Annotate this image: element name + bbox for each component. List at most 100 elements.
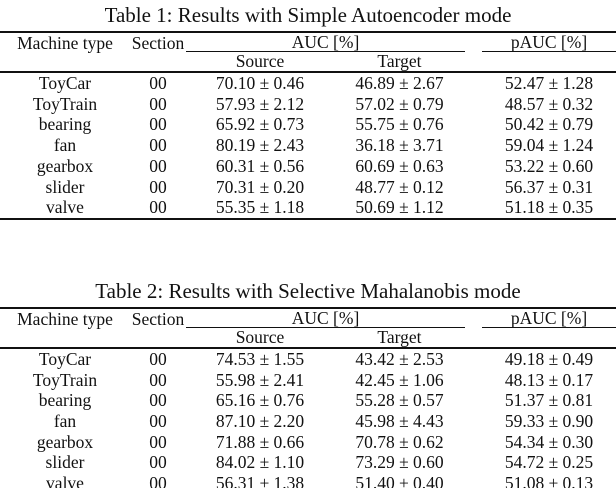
table-row: valve 00 55.35 ± 1.18 50.69 ± 1.12 51.18… xyxy=(0,197,616,219)
cell-auc-source: 71.88 ± 0.66 xyxy=(215,431,305,452)
table-row: ToyCar 00 70.10 ± 0.46 46.89 ± 2.67 52.4… xyxy=(0,72,616,94)
cell-auc-target: 57.02 ± 0.79 xyxy=(355,93,444,114)
cell-pauc: 48.57 ± 0.32 xyxy=(504,93,594,114)
cell-pauc: 49.18 ± 0.49 xyxy=(504,348,594,369)
cell-auc-source: 74.53 ± 1.55 xyxy=(215,348,305,369)
cell-machine-type: valve xyxy=(46,197,84,218)
col-header-section: Section xyxy=(131,308,185,329)
col-header-pauc: pAUC [%] xyxy=(482,32,616,52)
table-row: slider 00 70.31 ± 0.20 48.77 ± 0.12 56.3… xyxy=(0,177,616,198)
cell-auc-target: 55.75 ± 0.76 xyxy=(355,114,444,135)
col-header-target: Target xyxy=(334,327,465,349)
column-gap xyxy=(465,32,482,52)
cell-auc-source: 84.02 ± 1.10 xyxy=(215,452,305,473)
cell-pauc: 56.37 ± 0.31 xyxy=(504,176,594,197)
column-gap xyxy=(465,308,482,328)
cell-auc-target: 55.28 ± 0.57 xyxy=(355,390,444,411)
table-2-header-row-1: Machine type Section AUC [%] pAUC [%] xyxy=(0,307,616,329)
table-1-header-row-2: Source Target xyxy=(0,51,616,73)
cell-auc-source: 70.10 ± 0.46 xyxy=(215,73,305,93)
cell-auc-target: 48.77 ± 0.12 xyxy=(355,176,444,197)
cell-machine-type: bearing xyxy=(38,114,92,135)
cell-auc-target: 73.29 ± 0.60 xyxy=(355,452,444,473)
cell-machine-type: ToyCar xyxy=(38,348,92,369)
table-1: Machine type Section AUC [%] pAUC [%] So… xyxy=(0,31,616,220)
cell-pauc: 53.22 ± 0.60 xyxy=(504,155,594,176)
cell-section: 00 xyxy=(149,390,167,411)
cell-section: 00 xyxy=(149,369,167,390)
cell-machine-type: valve xyxy=(46,473,84,488)
cell-auc-target: 46.89 ± 2.67 xyxy=(355,73,444,93)
table-row: gearbox 00 60.31 ± 0.56 60.69 ± 0.63 53.… xyxy=(0,156,616,177)
col-header-auc: AUC [%] xyxy=(186,32,465,52)
table-2-section: Table 2: Results with Selective Mahalano… xyxy=(0,276,616,488)
cell-auc-source: 65.92 ± 0.73 xyxy=(215,114,305,135)
cell-auc-source: 70.31 ± 0.20 xyxy=(215,176,305,197)
cell-section: 00 xyxy=(149,197,167,218)
table-2: Machine type Section AUC [%] pAUC [%] So… xyxy=(0,306,616,488)
table-1-header-row-1: Machine type Section AUC [%] pAUC [%] xyxy=(0,32,616,52)
cell-pauc: 59.33 ± 0.90 xyxy=(504,411,594,432)
cell-pauc: 54.34 ± 0.30 xyxy=(504,431,594,452)
cell-pauc: 51.37 ± 0.81 xyxy=(504,390,594,411)
cell-pauc: 52.47 ± 1.28 xyxy=(504,73,594,93)
cell-machine-type: ToyCar xyxy=(38,73,92,93)
table-row: bearing 00 65.16 ± 0.76 55.28 ± 0.57 51.… xyxy=(0,390,616,411)
cell-machine-type: ToyTrain xyxy=(32,93,98,114)
cell-auc-target: 50.69 ± 1.12 xyxy=(355,197,444,218)
cell-machine-type: bearing xyxy=(38,390,92,411)
cell-machine-type: ToyTrain xyxy=(32,369,98,390)
cell-section: 00 xyxy=(149,348,167,369)
col-header-source: Source xyxy=(186,327,334,349)
table-row: bearing 00 65.92 ± 0.73 55.75 ± 0.76 50.… xyxy=(0,114,616,135)
cell-machine-type: fan xyxy=(53,411,77,432)
col-header-auc: AUC [%] xyxy=(186,307,465,328)
cell-auc-source: 56.31 ± 1.38 xyxy=(215,473,305,488)
table-row: slider 00 84.02 ± 1.10 73.29 ± 0.60 54.7… xyxy=(0,452,616,473)
cell-pauc: 59.04 ± 1.24 xyxy=(504,135,594,156)
cell-auc-source: 87.10 ± 2.20 xyxy=(215,411,305,432)
col-header-section: Section xyxy=(131,32,185,53)
cell-section: 00 xyxy=(149,473,167,488)
cell-section: 00 xyxy=(149,155,167,176)
table-2-header-row-2: Source Target xyxy=(0,327,616,349)
col-header-target: Target xyxy=(334,51,465,73)
cell-pauc: 51.08 ± 0.13 xyxy=(504,473,594,488)
cell-section: 00 xyxy=(149,176,167,197)
cell-auc-source: 55.35 ± 1.18 xyxy=(215,197,305,218)
cell-machine-type: gearbox xyxy=(36,155,94,176)
table-row: valve 00 56.31 ± 1.38 51.40 ± 0.40 51.08… xyxy=(0,473,616,488)
cell-machine-type: fan xyxy=(53,135,77,156)
table-row: fan 00 87.10 ± 2.20 45.98 ± 4.43 59.33 ±… xyxy=(0,411,616,432)
table-row: fan 00 80.19 ± 2.43 36.18 ± 3.71 59.04 ±… xyxy=(0,135,616,156)
cell-auc-source: 55.98 ± 2.41 xyxy=(215,369,305,390)
col-header-machine-type: Machine type xyxy=(17,32,113,53)
cell-auc-source: 57.93 ± 2.12 xyxy=(215,93,305,114)
cell-section: 00 xyxy=(149,73,167,93)
cell-auc-source: 65.16 ± 0.76 xyxy=(215,390,305,411)
cell-pauc: 54.72 ± 0.25 xyxy=(504,452,594,473)
table-row: ToyTrain 00 55.98 ± 2.41 42.45 ± 1.06 48… xyxy=(0,370,616,391)
table-row: gearbox 00 71.88 ± 0.66 70.78 ± 0.62 54.… xyxy=(0,432,616,453)
table-1-caption: Table 1: Results with Simple Autoencoder… xyxy=(104,3,512,27)
cell-machine-type: slider xyxy=(45,452,85,473)
cell-auc-source: 80.19 ± 2.43 xyxy=(215,135,305,156)
cell-auc-source: 60.31 ± 0.56 xyxy=(215,155,305,176)
cell-section: 00 xyxy=(149,135,167,156)
table-row: ToyTrain 00 57.93 ± 2.12 57.02 ± 0.79 48… xyxy=(0,94,616,115)
cell-auc-target: 43.42 ± 2.53 xyxy=(355,348,444,369)
col-header-machine-type: Machine type xyxy=(17,308,113,329)
cell-auc-target: 42.45 ± 1.06 xyxy=(355,369,444,390)
col-header-source: Source xyxy=(186,51,334,73)
table-row: ToyCar 00 74.53 ± 1.55 43.42 ± 2.53 49.1… xyxy=(0,348,616,370)
cell-auc-target: 51.40 ± 0.40 xyxy=(355,473,444,488)
cell-pauc: 48.13 ± 0.17 xyxy=(504,369,594,390)
cell-auc-target: 70.78 ± 0.62 xyxy=(355,431,444,452)
cell-machine-type: slider xyxy=(45,176,85,197)
table-2-caption: Table 2: Results with Selective Mahalano… xyxy=(95,278,521,303)
cell-pauc: 50.42 ± 0.79 xyxy=(504,114,594,135)
cell-auc-target: 60.69 ± 0.63 xyxy=(355,155,444,176)
cell-pauc: 51.18 ± 0.35 xyxy=(504,197,594,218)
table-1-section: Table 1: Results with Simple Autoencoder… xyxy=(0,0,616,220)
